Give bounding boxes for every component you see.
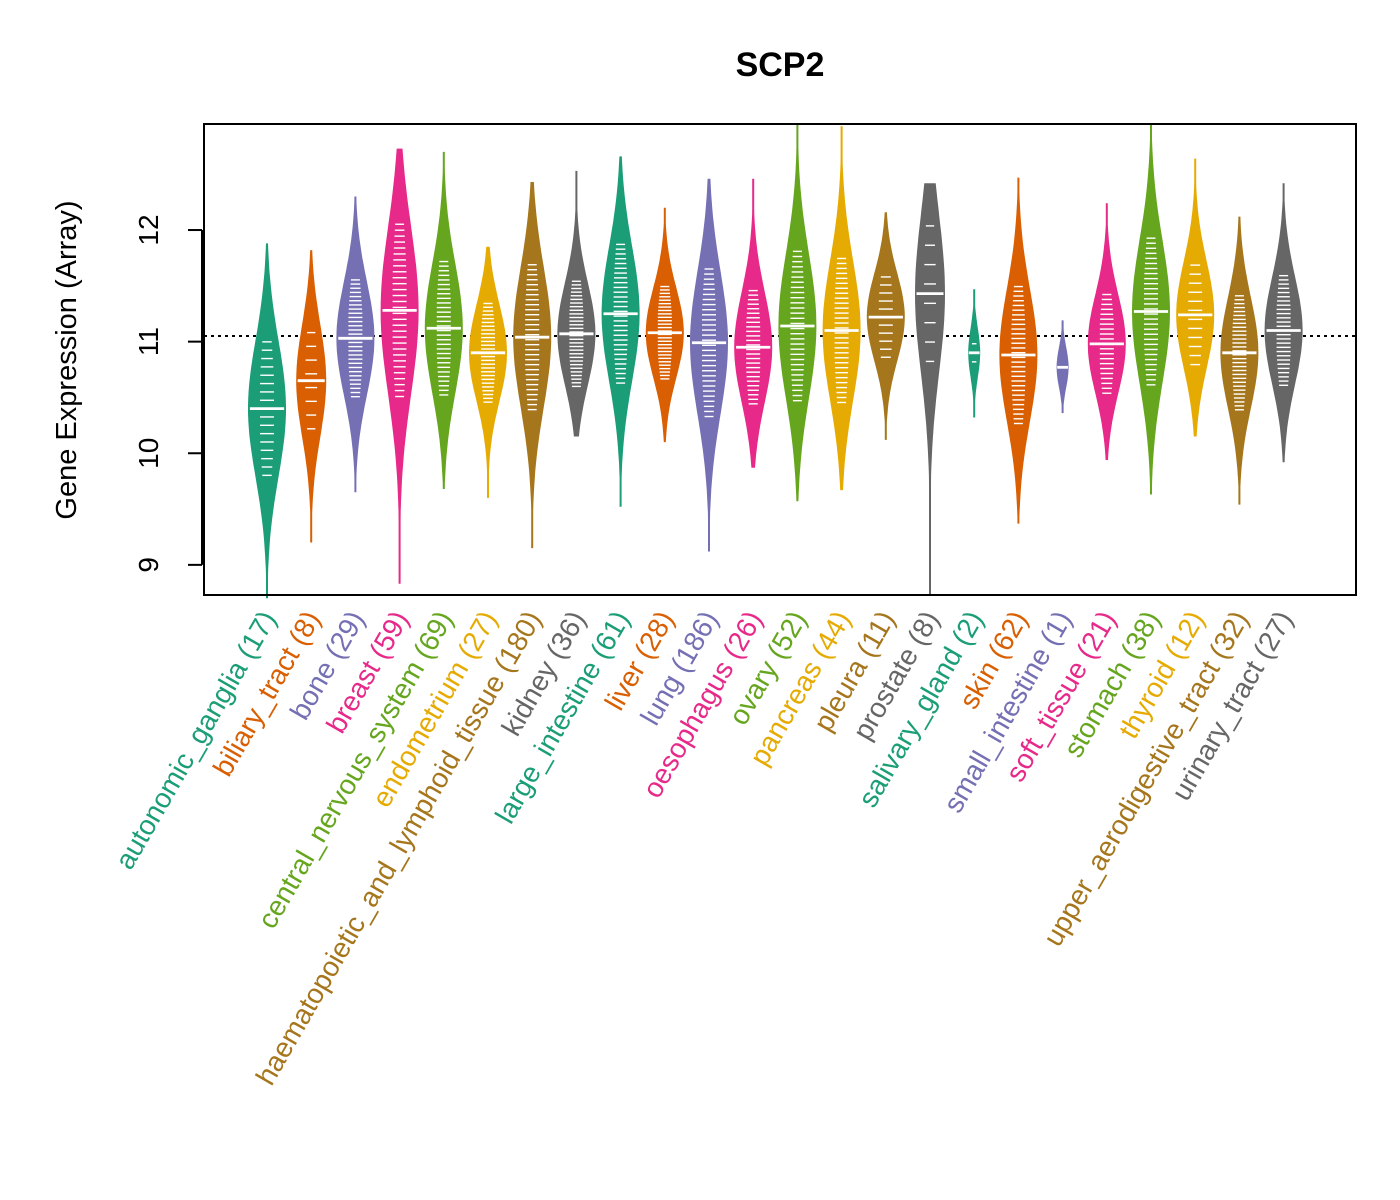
- violin-body: [248, 243, 286, 599]
- violin: [1176, 158, 1215, 437]
- violin: [1220, 216, 1259, 505]
- violin: [915, 183, 945, 595]
- y-tick-label: 10: [133, 438, 164, 469]
- x-axis-labels: autonomic_ganglia (17)biliary_tract (8)b…: [109, 606, 1299, 1091]
- violin: [968, 289, 981, 418]
- violin: [690, 178, 728, 552]
- y-axis: 9 10 11 12: [133, 214, 203, 573]
- violin-body: [336, 196, 375, 493]
- violin: [557, 170, 596, 437]
- violin: [248, 243, 286, 599]
- chart-title: SCP2: [736, 46, 825, 84]
- violin-body: [1220, 216, 1259, 505]
- plot-frame: [203, 123, 1357, 596]
- violin: [380, 148, 419, 584]
- violin: [645, 207, 684, 443]
- violin: [999, 177, 1038, 524]
- y-axis-label: Gene Expression (Array): [51, 200, 83, 519]
- violin: [336, 196, 375, 493]
- violin: [1264, 183, 1303, 463]
- violin: [734, 178, 773, 468]
- violin-body: [915, 183, 945, 595]
- violin-body: [999, 177, 1038, 524]
- y-tick-label: 12: [133, 214, 164, 245]
- violin-body: [1176, 158, 1215, 437]
- violin-body: [601, 156, 640, 507]
- violin-body: [866, 212, 905, 440]
- violin: [778, 124, 817, 502]
- y-tick-label: 11: [133, 327, 164, 356]
- violin: [1087, 203, 1126, 460]
- violin-body: [296, 250, 327, 543]
- violin: [866, 212, 905, 440]
- violin: [424, 151, 463, 489]
- y-tick-label: 9: [133, 557, 164, 573]
- violin-body: [424, 151, 463, 489]
- violins: [248, 124, 1303, 599]
- violin: [469, 246, 507, 498]
- violin: [296, 250, 327, 543]
- violin: [513, 182, 552, 549]
- violin: [1056, 320, 1069, 414]
- violin: [601, 156, 640, 507]
- violin-body: [1087, 203, 1126, 460]
- violin-body: [645, 207, 684, 443]
- violin: [822, 126, 861, 491]
- violin-body: [734, 178, 773, 468]
- violin: [1132, 124, 1170, 495]
